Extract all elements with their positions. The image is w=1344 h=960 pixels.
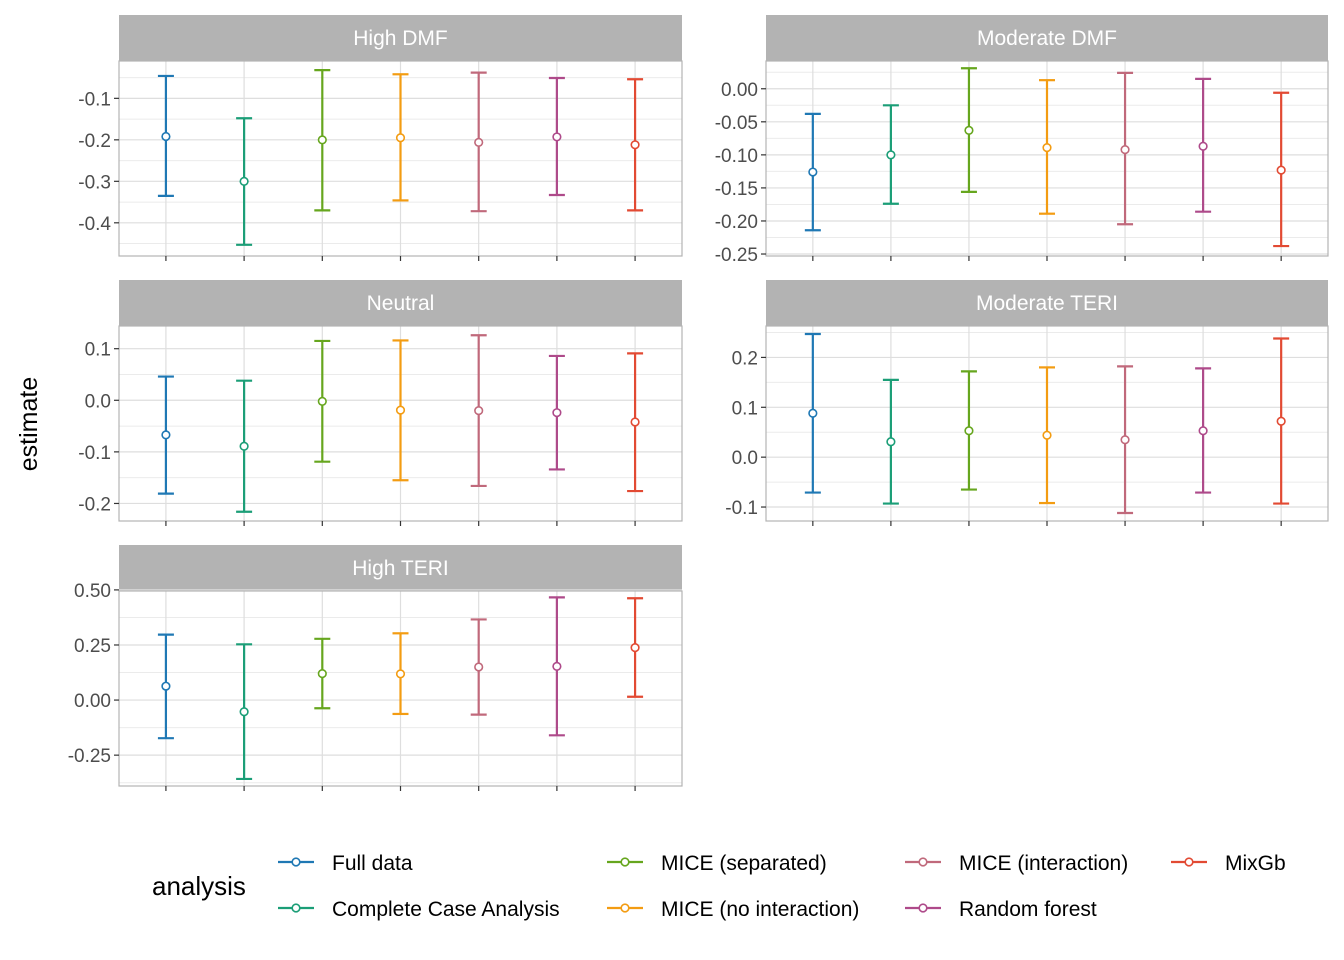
y-tick-label: -0.05 [715,113,758,134]
legend-item: Complete Case Analysis [278,898,560,921]
y-tick-label: 0.0 [732,448,758,469]
estimate-point [552,661,562,671]
estimate-point [1198,141,1208,151]
estimate-point [161,430,171,440]
y-tick-label: 0.1 [732,398,758,419]
y-tick-label: 0.25 [74,636,111,657]
legend-label: Complete Case Analysis [332,898,560,921]
legend-key-point [291,857,301,867]
y-axis-title: estimate [15,377,43,471]
legend-item: MICE (separated) [607,852,827,875]
legend-item: MICE (interaction) [905,852,1128,875]
estimate-point [1276,416,1286,426]
estimate-point [964,125,974,136]
y-tick-label: 0.2 [732,348,758,369]
facet-strip [766,15,1328,61]
y-tick-label: -0.4 [78,214,111,235]
legend-label: MICE (no interaction) [661,898,859,921]
y-tick-label: -0.25 [715,245,758,266]
legend-item: Full data [278,852,413,875]
y-tick-label: 0.00 [721,80,758,101]
legend-label: Full data [332,852,413,875]
legend-title: analysis [152,871,246,901]
y-tick-label: -0.10 [715,146,758,167]
facet-strip [119,15,682,61]
estimate-point [630,417,640,427]
estimate-point [1042,430,1052,440]
facet-strip-label: Moderate DMF [977,27,1117,50]
legend: analysis Full data Complete Case Analysis… [152,852,1286,921]
y-tick-label: -0.15 [715,179,758,200]
panel-4: High TERI 0.50 0.25 0.00 -0.25 [68,545,683,791]
estimate-point [395,405,406,415]
estimate-point [1120,144,1130,155]
y-tick-label: 0.0 [85,391,111,412]
estimate-point [552,408,562,418]
estimate-point [886,150,896,160]
facet-strip [119,545,682,591]
y-tick-label: 0.50 [74,581,111,602]
estimate-point [630,140,640,150]
y-tick-label: -0.2 [78,131,111,152]
facet-strip [766,280,1328,326]
legend-label: MICE (interaction) [959,852,1128,875]
panel-3: Moderate TERI 0.2 0.1 0.0 -0.1 [725,280,1329,526]
estimate-point [474,137,484,147]
y-tick-label: -0.1 [725,498,758,519]
estimate-point [395,669,406,679]
legend-item: Random forest [905,898,1097,921]
facet-strip [119,280,682,326]
estimate-point [317,135,327,145]
estimate-point [239,441,249,451]
estimate-point [161,131,171,142]
estimate-point [317,669,327,679]
legend-label: MICE (separated) [661,852,827,875]
facet-strip-label: Neutral [367,292,435,315]
estimate-point [886,437,896,447]
estimate-point [474,662,484,672]
estimate-point [1198,426,1208,436]
facet-strip-label: High TERI [352,557,448,580]
facet-strip-label: High DMF [353,27,448,50]
estimate-point [808,167,818,177]
facet-strip-label: Moderate TERI [976,292,1118,315]
estimate-point [239,707,249,717]
estimate-point [964,426,974,436]
panel-1: Moderate DMF 0.00 -0.05 -0.10 -0.15 -0.20 -0.2… [715,15,1329,266]
estimate-point [317,396,327,406]
legend-label: MixGb [1225,852,1286,875]
estimate-point [239,176,249,186]
estimate-point [474,406,484,416]
y-tick-label: -0.20 [715,212,758,233]
estimate-point [1276,165,1286,175]
y-tick-label: -0.1 [78,443,111,464]
legend-item: MICE (no interaction) [607,898,859,921]
estimate-point [161,681,171,691]
estimate-point [630,643,640,653]
panel-0: High DMF -0.1 -0.2 -0.3 -0.4 [78,15,683,261]
legend-key-point [918,857,928,867]
y-tick-label: -0.2 [78,494,111,515]
legend-label: Random forest [959,898,1097,921]
legend-key-point [291,903,301,913]
estimate-point [1042,142,1052,153]
legend-key-point [620,903,630,913]
estimate-point [552,132,562,142]
y-tick-label: -0.1 [78,89,111,110]
estimate-point [395,133,406,143]
estimate-point [808,408,818,418]
y-tick-label: 0.1 [85,340,111,361]
y-tick-label: -0.25 [68,746,111,767]
y-tick-label: -0.3 [78,172,111,193]
legend-key-point [620,857,630,867]
legend-key-point [1184,857,1194,867]
estimate-point [1120,435,1130,445]
panel-2: Neutral 0.1 0.0 -0.1 -0.2 [78,280,683,526]
legend-item: MixGb [1171,852,1286,875]
legend-key-point [918,903,928,913]
y-tick-label: 0.00 [74,691,111,712]
